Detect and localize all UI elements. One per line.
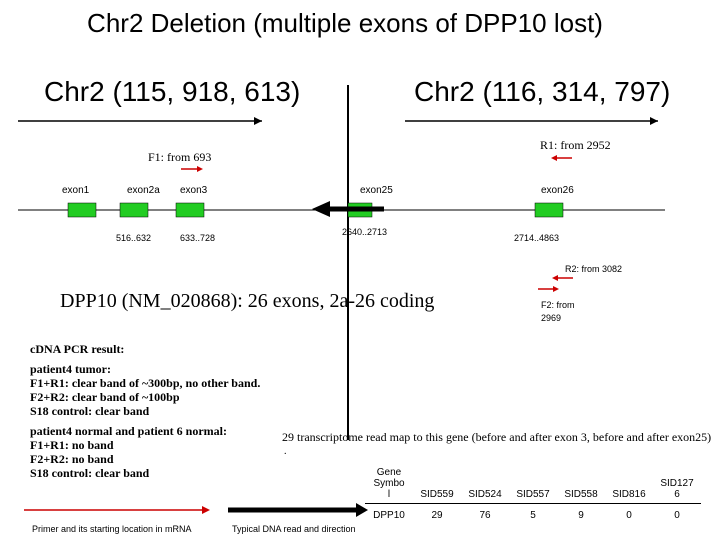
exon2a-box [119,202,149,218]
table-cell: 9 [557,503,605,526]
left-chr-arrowhead [254,117,262,125]
table-header-cell: SID559 [420,489,454,500]
primer-f1-arrowhead [197,166,203,172]
table-cell: 0 [653,503,701,526]
primer-f2-label-line1: F2: from [541,300,575,310]
table-cell: 5 [509,503,557,526]
exon1-label: exon1 [62,185,90,196]
exon26-box [534,202,564,218]
legend-primer-label: Primer and its starting location in mRNA [32,524,192,534]
legend-dna-arrowhead [356,503,368,517]
exon2a-label: exon2a [127,185,160,196]
primer-r1-arrowhead [551,155,557,161]
primer-f1-label: F1: from 693 [148,150,212,164]
legend-primer-arrowhead [202,506,210,514]
left-breakpoint-coordinate: Chr2 (115, 918, 613) [44,76,301,107]
table-header-cell: SID557 [516,489,550,500]
legend-dna-label: Typical DNA read and direction [232,524,356,534]
read-count-table: Gene Symbo l SID559 SID524 SID557 SID558… [365,455,701,526]
table-header-row: Gene Symbo l SID559 SID524 SID557 SID558… [365,455,701,504]
transcript-dot: . [284,446,287,457]
table-row: DPP10 29 76 5 9 0 0 [365,503,701,526]
primer-r2-arrowhead [552,275,558,281]
table-cell: 0 [605,503,653,526]
exon3-label: exon3 [180,185,208,196]
right-chr-arrowhead [650,117,658,125]
pcr-heading: cDNA PCR result: [30,342,125,356]
primer-r1-label: R1: from 2952 [540,138,611,152]
gene-title: DPP10 (NM_020868): 26 exons, 2a-26 codin… [60,290,435,312]
pcr-normal-result: patient4 normal and patient 6 normal: F1… [30,424,228,480]
right-breakpoint-coordinate: Chr2 (116, 314, 797) [414,76,671,107]
exon26-label: exon26 [541,185,574,196]
exon2a-range: 516..632 [116,233,152,243]
exon25-range: 2640..2713 [342,227,388,237]
table-cell: 76 [461,503,509,526]
table-header-cell: Gene Symbo l [373,467,405,500]
exon1-box [67,202,97,218]
pcr-tumor-result: patient4 tumor: F1+R1: clear band of ~30… [30,362,261,418]
table-cell: DPP10 [365,503,413,526]
transcript-note: 29 transcriptome read map to this gene (… [282,430,712,444]
primer-f2-arrowhead [553,286,559,292]
table-header-cell: SID558 [564,489,598,500]
exon3-box [175,202,205,218]
exon3-range: 633..728 [180,233,216,243]
table-header-cell: SID127 6 [660,478,694,500]
exon25-label: exon25 [360,185,393,196]
table-header-cell: SID524 [468,489,502,500]
dna-read-arrowhead [312,201,330,217]
primer-r2-label: R2: from 3082 [565,264,623,274]
exon26-range: 2714..4863 [514,233,560,243]
page-title: Chr2 Deletion (multiple exons of DPP10 l… [87,8,603,38]
table-header-cell: SID816 [612,489,646,500]
primer-f2-label-line2: 2969 [541,313,562,323]
table-cell: 29 [413,503,461,526]
